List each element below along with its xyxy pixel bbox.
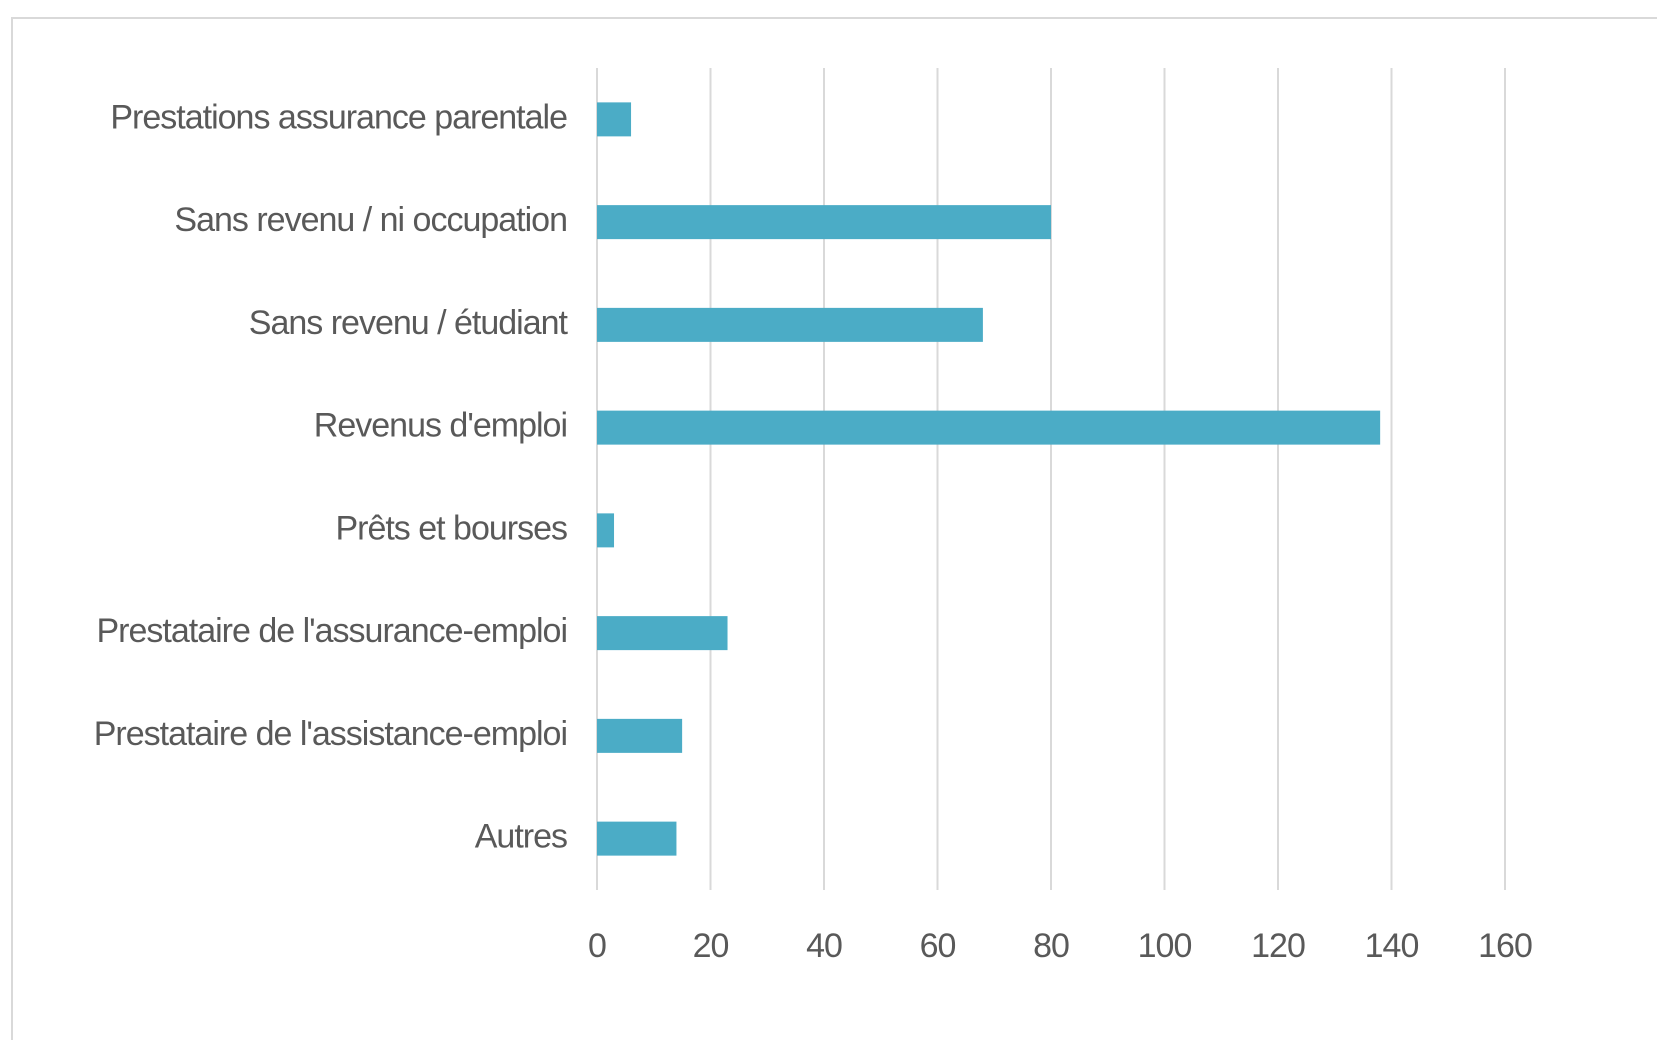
bar: [597, 102, 632, 137]
y-tick-label: Prestations assurance parentale: [110, 98, 567, 136]
y-tick-label: Autres: [475, 818, 567, 856]
bar: [597, 307, 983, 342]
bar: [597, 718, 683, 753]
x-tick-label: 100: [1138, 927, 1192, 965]
chart-frame: [11, 17, 1657, 1040]
y-tick-label: Prestataire de l'assurance-emploi: [96, 612, 567, 650]
x-tick-label: 120: [1251, 927, 1305, 965]
bar: [597, 513, 615, 548]
x-tick-label: 0: [588, 927, 606, 965]
x-tick-label: 40: [806, 927, 842, 965]
y-tick-label: Prestataire de l'assistance-emploi: [94, 715, 567, 753]
x-tick-label: 140: [1365, 927, 1419, 965]
x-tick-label: 80: [1033, 927, 1069, 965]
x-tick-label: 160: [1478, 927, 1532, 965]
bar: [597, 205, 1051, 240]
bar: [597, 410, 1381, 445]
y-tick-label: Prêts et bourses: [335, 509, 567, 547]
bar: [597, 616, 728, 651]
bar: [597, 821, 677, 856]
y-tick-label: Sans revenu / ni occupation: [174, 201, 567, 239]
x-tick-label: 60: [920, 927, 956, 965]
x-tick-label: 20: [693, 927, 729, 965]
y-tick-label: Sans revenu / étudiant: [249, 304, 569, 342]
y-tick-label: Revenus d'emploi: [314, 407, 567, 445]
